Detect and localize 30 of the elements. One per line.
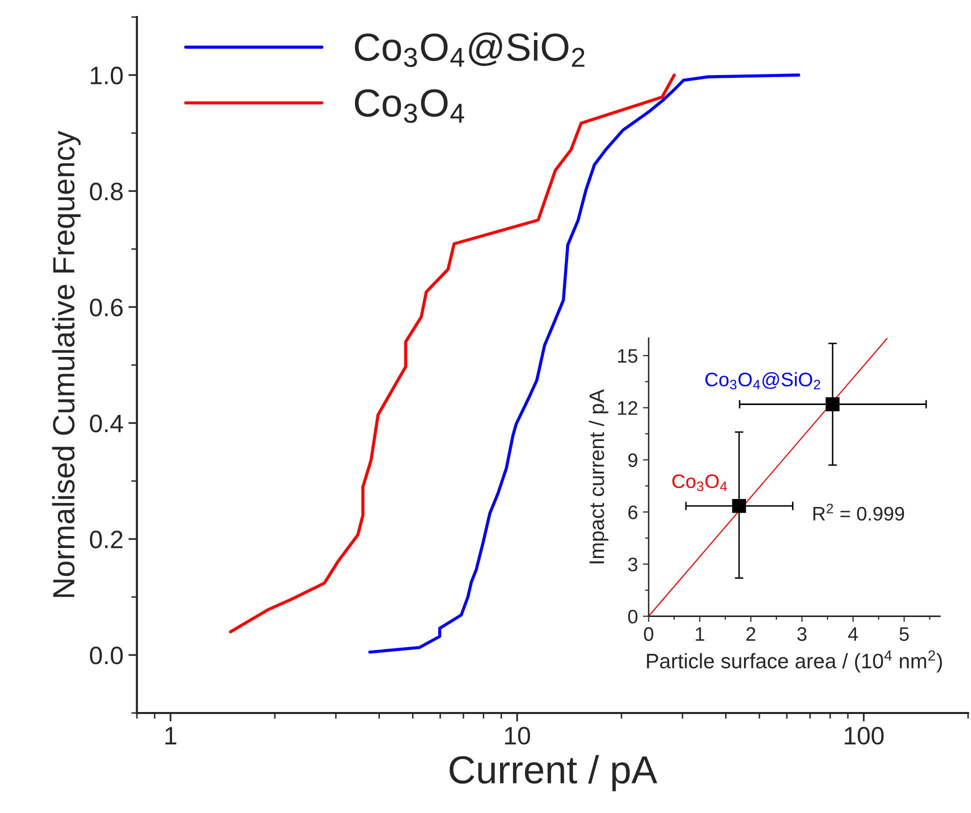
x-tick-label: 100 bbox=[844, 726, 884, 745]
x-tick-label: 5 bbox=[900, 627, 909, 641]
y-axis-title: Impact current / pA bbox=[588, 389, 608, 564]
x-tick-label: 2 bbox=[746, 627, 756, 641]
y-tick-label: 0.6 bbox=[90, 298, 123, 316]
y-tick-label: 3 bbox=[628, 558, 638, 572]
y-tick-label: 0.4 bbox=[90, 414, 123, 432]
series-label: Co$_{3}$O$_{4}$@SiO$_{2}$ bbox=[705, 372, 820, 390]
x-tick-label: 3 bbox=[797, 627, 806, 641]
y-tick-label: 1.0 bbox=[90, 66, 123, 84]
y-tick-label: 0.8 bbox=[90, 182, 123, 200]
x-tick-label: 10 bbox=[505, 726, 530, 745]
y-tick-label: 9 bbox=[628, 453, 638, 468]
x-tick-label: 1 bbox=[696, 627, 704, 641]
x-axis-title: Particle surface area / (10$^{4}$ nm$^{2}$) bbox=[647, 650, 942, 673]
annotation: R$^{2}$ = 0.999 bbox=[813, 504, 904, 521]
y-tick-label: 0 bbox=[628, 610, 638, 624]
x-axis-title: Current / pA bbox=[450, 755, 658, 792]
y-tick-label: 15 bbox=[618, 349, 638, 363]
series-label: Co$_{3}$O$_{4}$ bbox=[672, 474, 727, 492]
x-tick-label: 1 bbox=[165, 727, 176, 744]
x-tick-label: 4 bbox=[848, 627, 858, 641]
x-tick-label: 0 bbox=[644, 627, 654, 641]
y-tick-label: 0.0 bbox=[90, 646, 123, 664]
y-tick-label: 12 bbox=[618, 401, 638, 415]
y-tick-label: 0.2 bbox=[90, 530, 122, 548]
y-tick-label: 6 bbox=[628, 505, 638, 520]
legend-label: Co$_{3}$O$_{4}$@SiO$_{2}$ bbox=[354, 32, 584, 68]
legend-label: Co$_{3}$O$_{4}$ bbox=[354, 89, 464, 123]
y-axis-title: Normalised Cumulative Frequency bbox=[52, 130, 81, 597]
